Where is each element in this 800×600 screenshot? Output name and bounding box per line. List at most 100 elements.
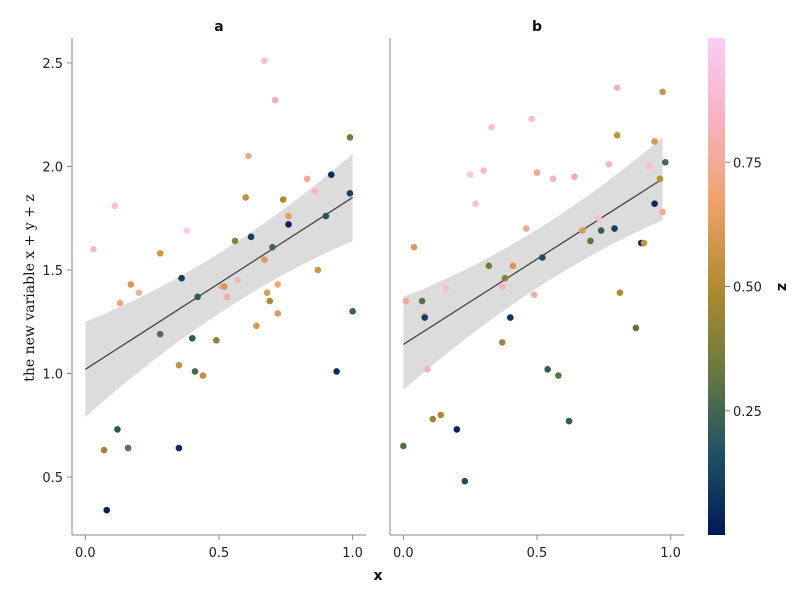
scatter-point: [442, 285, 450, 292]
colorbar-ticks: 0.25 0.50 0.75: [725, 156, 762, 420]
scatter-point: [183, 227, 191, 234]
scatter-point: [175, 444, 183, 452]
scatter-point: [327, 171, 335, 178]
scatter-point: [223, 293, 231, 301]
scatter-point: [261, 256, 268, 263]
scatter-point: [156, 250, 164, 257]
scatter-point: [453, 426, 461, 433]
confidence-band-area: [403, 137, 663, 391]
scatter-point: [346, 190, 354, 197]
scatter-point: [402, 297, 410, 305]
scatter-point: [659, 88, 666, 96]
scatter-point: [178, 274, 185, 282]
x-tick-label: 1.0: [342, 546, 363, 561]
scatter-point: [175, 361, 183, 369]
y-tick-label: 2.5: [42, 57, 63, 72]
scatter-point: [231, 237, 239, 245]
scatter-point: [111, 202, 119, 210]
panel-b-title: b: [532, 19, 542, 35]
scatter-point: [188, 334, 196, 342]
scatter-point: [199, 372, 207, 379]
scatter-point: [659, 208, 666, 216]
scatter-point: [424, 366, 431, 373]
panel-b-x-ticks: 0.0 0.5 1.0: [393, 535, 681, 561]
scatter-point: [571, 173, 578, 181]
scatter-point: [506, 314, 514, 321]
scatter-point: [549, 175, 557, 183]
x-tick-label: 0.5: [209, 546, 230, 561]
scatter-point: [269, 243, 276, 251]
scatter-point: [311, 187, 319, 195]
scatter-point: [656, 175, 664, 183]
scatter-point: [528, 115, 535, 123]
scatter-point: [410, 243, 418, 251]
scatter-point: [303, 175, 311, 183]
x-axis-label: x: [373, 568, 382, 584]
scatter-point: [645, 163, 653, 170]
scatter-point: [116, 299, 124, 307]
x-tick-label: 1.0: [660, 546, 681, 561]
scatter-point: [461, 477, 469, 485]
scatter-point: [191, 368, 199, 375]
scatter-point: [221, 283, 228, 290]
scatter-point: [421, 314, 429, 321]
scatter-point: [266, 297, 274, 305]
scatter-point: [531, 291, 538, 299]
scatter-point: [279, 196, 287, 203]
scatter-point: [533, 169, 541, 176]
scatter-point: [616, 289, 624, 297]
panel-b-confidence-band: [403, 137, 663, 391]
scatter-point: [429, 415, 437, 423]
scatter-point: [285, 221, 292, 228]
regression-line: [403, 178, 663, 346]
scatter-point: [271, 96, 279, 104]
y-tick-label: 1.5: [42, 264, 63, 279]
scatter-point: [100, 446, 108, 454]
colorbar-tick-label: 0.50: [733, 281, 762, 296]
scatter-point: [437, 411, 445, 419]
scatter-point: [523, 225, 530, 232]
scatter-point: [314, 266, 322, 274]
colorbar-label: z: [774, 283, 790, 291]
scatter-point: [322, 212, 330, 220]
scatter-point: [247, 233, 255, 241]
panel-b: b 0.0 0.5 1.0: [389, 19, 684, 561]
x-tick-label: 0.0: [393, 546, 414, 561]
scatter-point: [213, 337, 220, 344]
panel-b-fit-line: [403, 178, 663, 346]
scatter-point: [651, 200, 658, 207]
scatter-point: [127, 281, 135, 288]
scatter-point: [579, 227, 586, 234]
x-tick-label: 0.0: [75, 546, 96, 561]
scatter-point: [253, 322, 260, 330]
scatter-point: [103, 506, 111, 514]
panel-a-fit-line: [85, 196, 353, 370]
scatter-point: [333, 368, 340, 375]
scatter-point: [587, 237, 594, 245]
scatter-point: [613, 84, 621, 91]
scatter-point: [651, 138, 658, 145]
scatter-point: [613, 132, 621, 139]
scatter-point: [539, 254, 546, 261]
scatter-point: [640, 239, 648, 247]
scatter-point: [135, 289, 143, 297]
scatter-point: [349, 308, 356, 315]
scatter-point: [90, 245, 97, 253]
y-tick-label: 2.0: [42, 160, 63, 175]
scatter-point: [485, 262, 493, 270]
colorbar: [708, 38, 725, 535]
scatter-point: [114, 426, 121, 433]
panel-a-y-ticks: 0.5 1.0 1.5 2.0 2.5: [42, 57, 72, 486]
scatter-point: [632, 324, 640, 332]
x-tick-label: 0.5: [527, 546, 548, 561]
panel-a: a 0.5 1.0 1.5 2.0 2.5 0.0 0.5 1.0: [42, 19, 366, 561]
panel-a-title: a: [214, 19, 223, 35]
panel-b-points: [400, 84, 669, 485]
scatter-point: [418, 297, 426, 305]
scatter-point: [597, 227, 605, 234]
colorbar-tick-label: 0.25: [733, 405, 762, 420]
regression-line: [85, 196, 353, 370]
y-tick-label: 1.0: [42, 367, 63, 382]
scatter-point: [466, 171, 474, 178]
